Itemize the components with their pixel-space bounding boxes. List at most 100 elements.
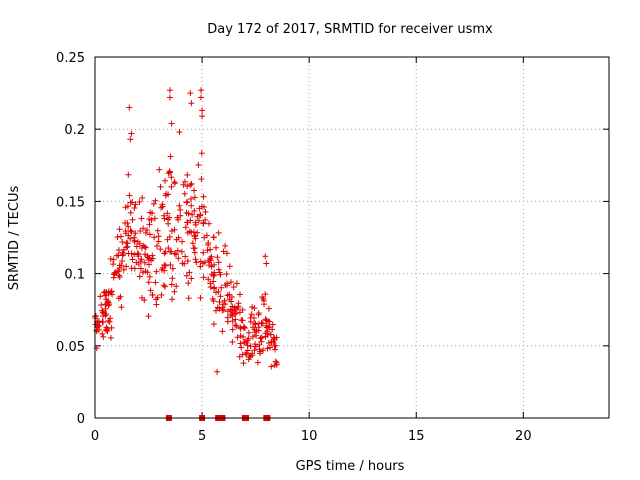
data-point xyxy=(179,238,186,245)
data-point xyxy=(145,313,152,320)
data-point xyxy=(98,302,105,309)
data-point xyxy=(199,107,206,114)
data-point xyxy=(202,216,209,223)
data-point xyxy=(114,234,121,241)
data-point xyxy=(156,166,163,173)
data-point xyxy=(151,234,158,241)
data-point xyxy=(157,246,164,253)
data-point xyxy=(159,201,166,208)
data-point xyxy=(184,198,191,205)
data-point xyxy=(125,223,132,230)
data-point xyxy=(168,183,175,190)
data-point xyxy=(184,171,191,178)
data-point xyxy=(197,294,204,301)
data-point xyxy=(211,284,218,291)
data-point xyxy=(215,229,222,236)
data-point xyxy=(139,269,146,276)
data-point xyxy=(184,257,191,264)
data-point xyxy=(198,176,205,183)
data-point xyxy=(179,260,186,267)
data-point xyxy=(175,255,182,262)
data-point xyxy=(251,305,258,312)
data-point xyxy=(252,321,259,328)
data-point xyxy=(188,275,195,282)
data-point xyxy=(99,307,106,314)
data-point xyxy=(184,183,191,190)
data-point xyxy=(102,292,109,299)
data-point xyxy=(129,216,136,223)
data-point xyxy=(198,87,205,94)
data-point xyxy=(259,294,266,301)
data-point xyxy=(154,227,161,234)
data-point xyxy=(242,351,249,358)
data-point xyxy=(155,233,162,240)
data-point xyxy=(135,251,142,258)
data-point xyxy=(110,261,117,268)
data-point xyxy=(114,268,121,275)
y-tick-label: 0.05 xyxy=(56,340,85,355)
data-point xyxy=(155,238,162,245)
data-point xyxy=(205,276,212,283)
data-point xyxy=(201,203,208,210)
data-point xyxy=(135,261,142,268)
data-point xyxy=(262,253,269,260)
data-point xyxy=(219,328,226,335)
data-point xyxy=(128,265,135,272)
data-point xyxy=(195,217,202,224)
data-point xyxy=(174,214,181,221)
data-point xyxy=(117,293,124,300)
data-point xyxy=(127,136,134,143)
data-point xyxy=(222,282,229,289)
data-point xyxy=(141,297,148,304)
data-point xyxy=(224,308,231,315)
data-point xyxy=(137,227,144,234)
data-point xyxy=(230,284,237,291)
data-point xyxy=(176,202,183,209)
data-point xyxy=(142,229,149,236)
x-tick-label: 20 xyxy=(515,429,532,444)
data-point xyxy=(213,244,220,251)
data-point xyxy=(232,310,239,317)
data-point xyxy=(108,324,115,331)
data-point xyxy=(188,202,195,209)
data-point xyxy=(267,331,274,338)
data-point xyxy=(100,333,107,340)
data-point xyxy=(245,335,252,342)
x-tick-label: 5 xyxy=(198,429,206,444)
data-point xyxy=(200,193,207,200)
data-point xyxy=(194,229,201,236)
data-point xyxy=(263,260,270,267)
data-point xyxy=(191,194,198,201)
data-point xyxy=(119,249,126,256)
data-point xyxy=(198,94,205,101)
data-point xyxy=(168,120,175,127)
data-point xyxy=(184,229,191,236)
data-point xyxy=(245,329,252,336)
data-point xyxy=(222,242,229,249)
data-point xyxy=(146,273,153,280)
data-point xyxy=(199,113,206,120)
data-point xyxy=(258,338,265,345)
grid-lines xyxy=(95,57,609,418)
data-point xyxy=(141,251,148,258)
data-point xyxy=(216,299,223,306)
data-point xyxy=(198,150,205,157)
data-point xyxy=(268,363,275,370)
data-point xyxy=(124,203,131,210)
data-point xyxy=(266,318,273,325)
data-point xyxy=(200,220,207,227)
data-point xyxy=(161,261,168,268)
data-point xyxy=(169,296,176,303)
data-point xyxy=(252,343,259,350)
data-point xyxy=(243,339,250,346)
data-point xyxy=(158,204,165,211)
data-point xyxy=(246,354,253,361)
data-point xyxy=(128,228,135,235)
data-point xyxy=(140,225,147,232)
data-point xyxy=(255,320,262,327)
data-point xyxy=(238,344,245,351)
data-point xyxy=(173,283,180,290)
data-point xyxy=(187,182,194,189)
data-point xyxy=(125,250,132,257)
data-point xyxy=(240,333,247,340)
